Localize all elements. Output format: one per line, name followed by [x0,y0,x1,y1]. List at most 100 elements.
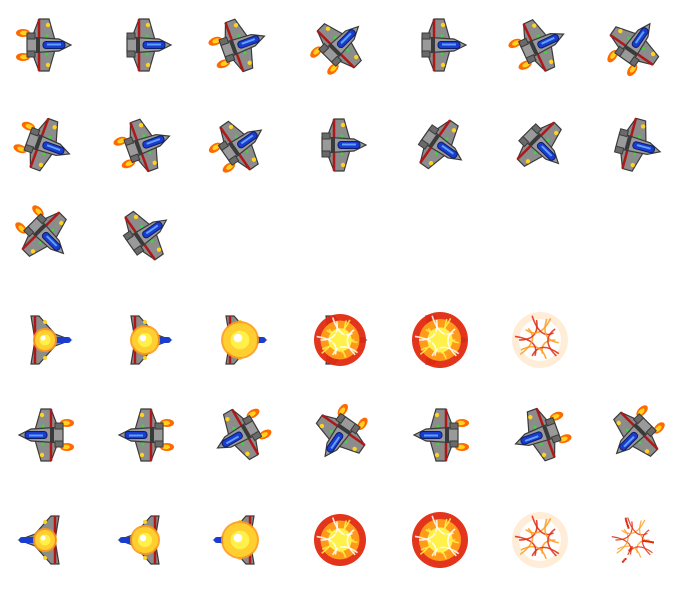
canopy-icon [437,141,458,159]
explosion-sprite [405,505,475,575]
engine-flame-icon [337,403,368,431]
ship-sprite [10,200,80,270]
canopy-icon [42,141,65,155]
ship-sprite [505,110,575,180]
engine-flame-icon [113,136,136,169]
fireball-icon [221,321,259,359]
spaceship-icon [16,18,73,72]
fireball-icon [221,521,259,559]
ship-sprite [205,10,275,80]
explosion-sprite [10,305,80,375]
explosion-icon [17,515,60,565]
spaceship-icon [13,117,71,172]
wing-icon [219,120,259,171]
ship-sprite [110,110,180,180]
nav-light-icon [625,428,642,445]
canopy-icon [537,33,560,49]
canopy-icon [124,431,148,439]
fireball-icon [33,328,57,352]
wing-icon [619,117,647,172]
ship-sprite [110,10,180,80]
nav-light-icon [434,137,449,156]
ship-sprite [10,10,80,80]
explosion-icon [30,315,73,365]
fireball-icon [314,514,366,566]
spaceship-icon [216,408,272,461]
explosion-sprite [205,505,275,575]
nav-light-icon [633,135,641,156]
nav-light-icon [139,224,154,243]
engine-flame-icon [13,121,36,154]
fireball-icon [512,512,568,568]
ship-sprite [600,110,670,180]
canopy-icon [142,221,163,239]
spaceship-icon [126,18,173,72]
ship-sprite [505,10,575,80]
spaceship-icon [315,403,368,458]
explosion-icon [130,315,173,365]
spaceship-icon [417,119,463,170]
nav-light-icon [237,34,247,55]
spaceship-icon [113,118,171,173]
nav-light-icon [145,34,149,56]
explosion-icon [314,514,366,566]
ship-sprite [405,10,475,80]
nav-light-icon [440,34,444,56]
explosion-sprite [305,505,375,575]
fireball-icon [412,312,468,368]
spaceship-icon [122,210,168,261]
ship-sprite [10,110,80,180]
spaceship-icon [117,408,174,462]
nav-light-icon [536,34,548,54]
spaceship-icon [321,118,368,172]
ship-sprite [305,110,375,180]
fireball-icon [412,512,468,568]
canopy-icon [619,431,639,451]
canopy-icon [337,141,361,149]
canopy-icon [419,431,443,439]
canopy-icon [42,41,66,49]
nav-light-icon [340,134,344,156]
wing-icon [34,408,60,462]
explosion-sprite [110,505,180,575]
explosion-sprite [405,305,475,375]
fireball-icon [33,528,57,552]
nav-light-icon [533,138,550,155]
nav-light-icon [436,424,440,446]
spaceship-icon [412,408,469,462]
canopy-icon [631,27,649,48]
canopy-icon [142,135,165,149]
spaceship-icon [15,205,67,257]
explosion-sprite [305,305,375,375]
nav-light-icon [234,134,249,153]
spaceship-icon [310,23,362,75]
ship-sprite [205,110,275,180]
explosion-sprite [10,505,80,575]
canopy-icon [221,431,243,448]
spaceship-icon [17,408,74,462]
wing-icon [425,18,451,72]
canopy-icon [437,41,461,49]
spaceship-icon [613,405,665,457]
canopy-icon [326,432,344,453]
ship-sprite [110,400,180,470]
wing-icon [522,19,556,72]
ship-sprite [505,400,575,470]
ship-sprite [205,400,275,470]
spaceship-icon [508,19,565,72]
explosion-sprite [205,305,275,375]
spaceship-icon [421,18,468,72]
spaceship-icon [208,18,266,73]
nav-light-icon [42,135,52,156]
fireball-icon [512,312,568,368]
fireball-icon [130,525,160,555]
nav-light-icon [41,424,45,446]
ship-sprite [600,400,670,470]
canopy-icon [41,231,61,251]
explosion-icon [212,515,259,565]
explosion-icon [512,312,568,368]
explosion-icon [117,515,160,565]
wing-icon [30,18,56,72]
fireball-icon [130,325,160,355]
